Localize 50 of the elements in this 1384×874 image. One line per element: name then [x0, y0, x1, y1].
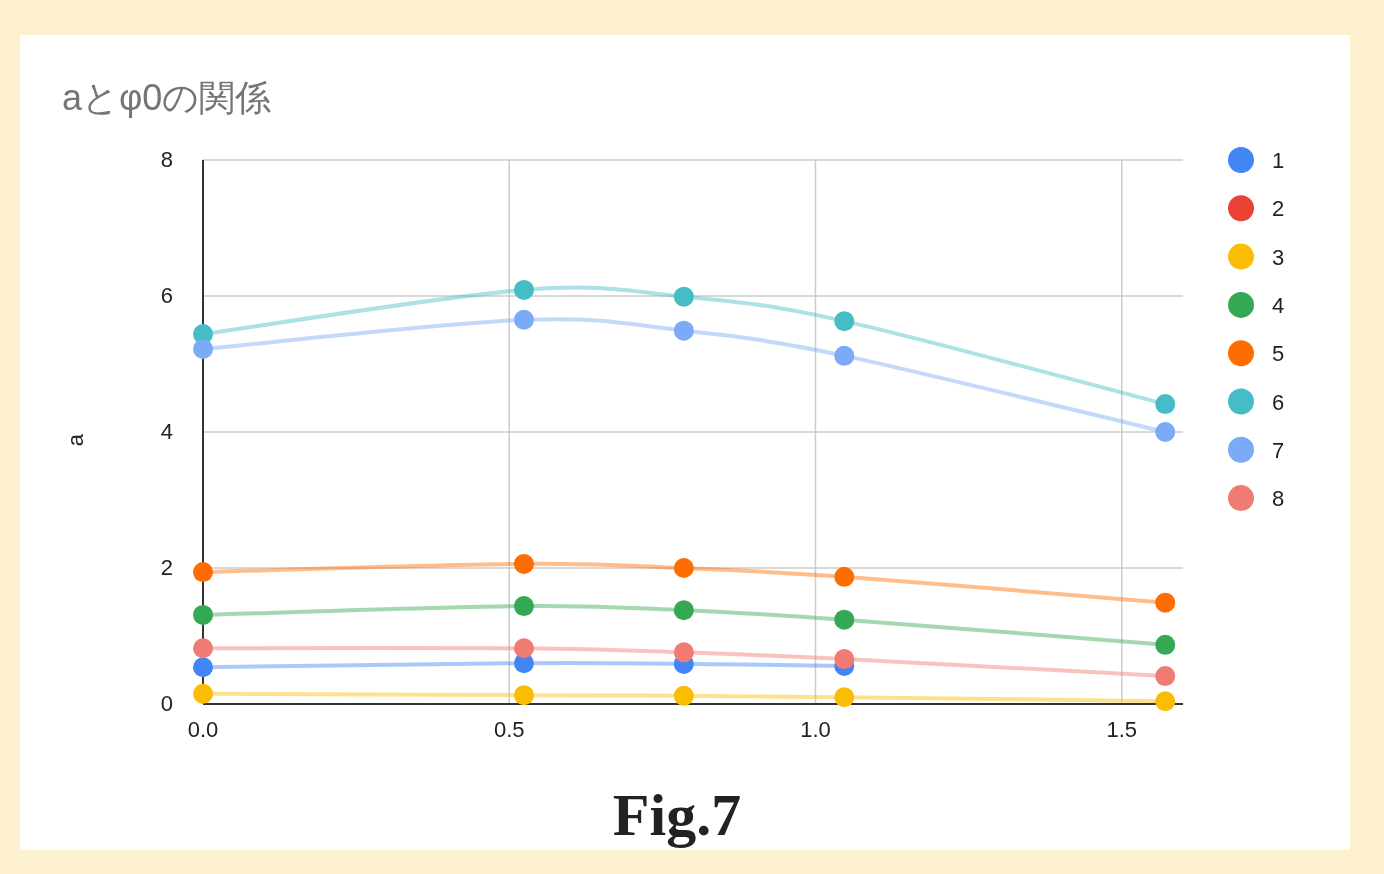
point	[834, 609, 855, 630]
y-tick-label: 4	[160, 419, 173, 444]
y-tick-label: 2	[160, 555, 173, 580]
legend-label: 5	[1272, 341, 1285, 367]
legend-label: 8	[1272, 486, 1285, 512]
point	[673, 642, 694, 663]
point	[193, 657, 213, 678]
x-tick-label: 0.0	[187, 717, 219, 742]
point	[834, 649, 855, 670]
y-tick-label: 8	[160, 147, 173, 172]
point	[513, 309, 534, 330]
point	[513, 685, 534, 706]
point	[513, 638, 534, 659]
x-tick-label: 0.5	[493, 717, 525, 742]
x-tick-label: 1.0	[800, 717, 831, 742]
y-tick-label: 0	[160, 691, 173, 716]
y-tick-label: 6	[160, 283, 173, 308]
point	[513, 596, 534, 617]
legend-label: 3	[1272, 244, 1285, 270]
chart-title: aとφ0の関係	[62, 77, 272, 118]
point	[673, 286, 694, 307]
caption: Fig.7	[612, 782, 742, 848]
legend-label: 6	[1272, 389, 1285, 415]
point	[1155, 666, 1176, 687]
point	[193, 604, 213, 625]
point	[193, 683, 213, 704]
point	[193, 562, 213, 583]
legend-label: 1	[1272, 148, 1285, 173]
point	[1155, 592, 1176, 613]
legend-label: 2	[1272, 196, 1285, 222]
legend-label: 7	[1272, 437, 1285, 463]
point	[193, 638, 213, 659]
legend-label: 4	[1272, 292, 1285, 318]
point	[834, 311, 855, 332]
x-tick-label: 1.5	[1106, 717, 1138, 742]
point	[513, 553, 534, 574]
point	[673, 558, 694, 578]
point	[513, 279, 534, 300]
point	[673, 600, 694, 621]
point	[1155, 422, 1176, 442]
point	[834, 566, 855, 587]
point	[673, 685, 694, 706]
point	[834, 687, 855, 708]
point	[193, 339, 213, 360]
point	[1155, 634, 1176, 655]
point	[1155, 691, 1176, 712]
point	[673, 320, 694, 341]
point	[1155, 394, 1176, 415]
point	[834, 345, 855, 366]
y-axis-title: a	[63, 433, 88, 447]
